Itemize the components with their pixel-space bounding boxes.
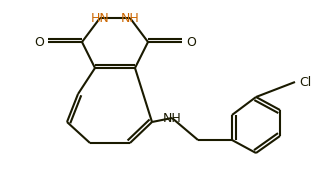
Text: O: O xyxy=(34,36,44,49)
Text: NH: NH xyxy=(121,11,139,24)
Text: NH: NH xyxy=(162,112,181,125)
Text: O: O xyxy=(186,36,196,49)
Text: HN: HN xyxy=(91,11,109,24)
Text: Cl: Cl xyxy=(299,75,311,89)
